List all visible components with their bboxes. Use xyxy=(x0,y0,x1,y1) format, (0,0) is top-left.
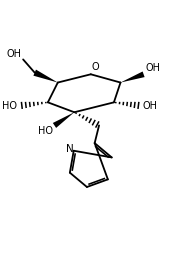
Text: OH: OH xyxy=(143,101,158,111)
Text: HO: HO xyxy=(2,101,17,111)
Text: N: N xyxy=(66,144,73,154)
Polygon shape xyxy=(53,112,74,128)
Text: OH: OH xyxy=(6,48,21,59)
Text: HO: HO xyxy=(38,126,53,136)
Polygon shape xyxy=(33,70,58,82)
Text: O: O xyxy=(92,62,99,72)
Polygon shape xyxy=(121,72,145,82)
Text: OH: OH xyxy=(145,64,160,73)
